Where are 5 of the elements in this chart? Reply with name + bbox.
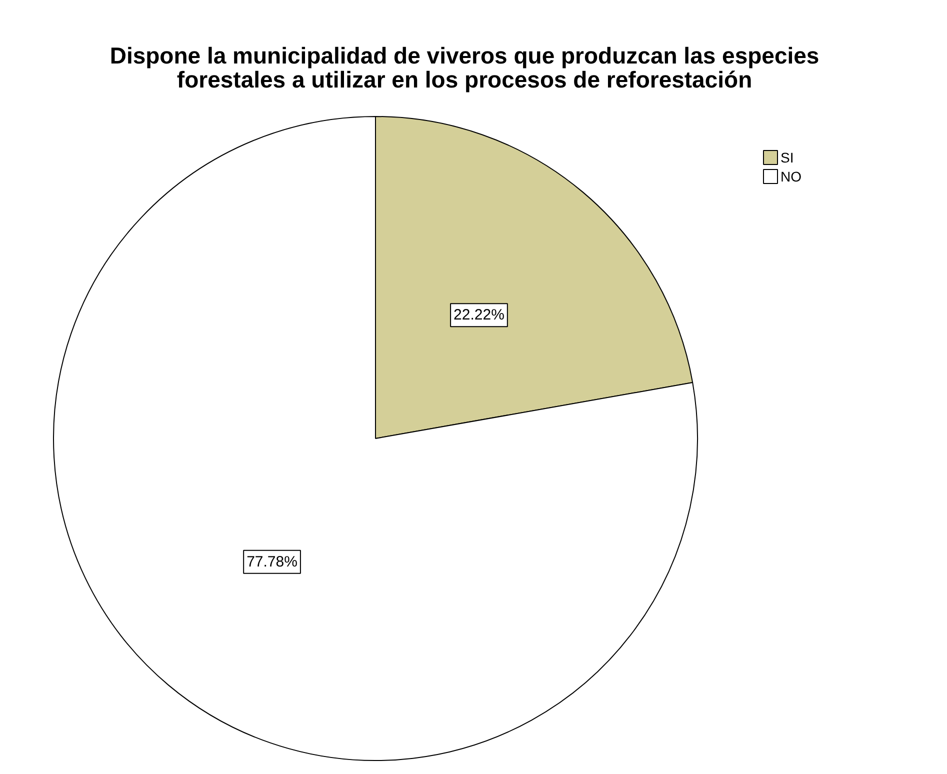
data-label: 77.78% (246, 553, 298, 570)
chart-title: Dispone la municipalidad de viveros que produzcan las especies forestales a utilizar en los procesos de reforestación (110, 42, 820, 92)
legend-label: SI (780, 150, 794, 166)
legend-label: NO (780, 168, 802, 184)
data-label: 22.22% (454, 306, 504, 324)
